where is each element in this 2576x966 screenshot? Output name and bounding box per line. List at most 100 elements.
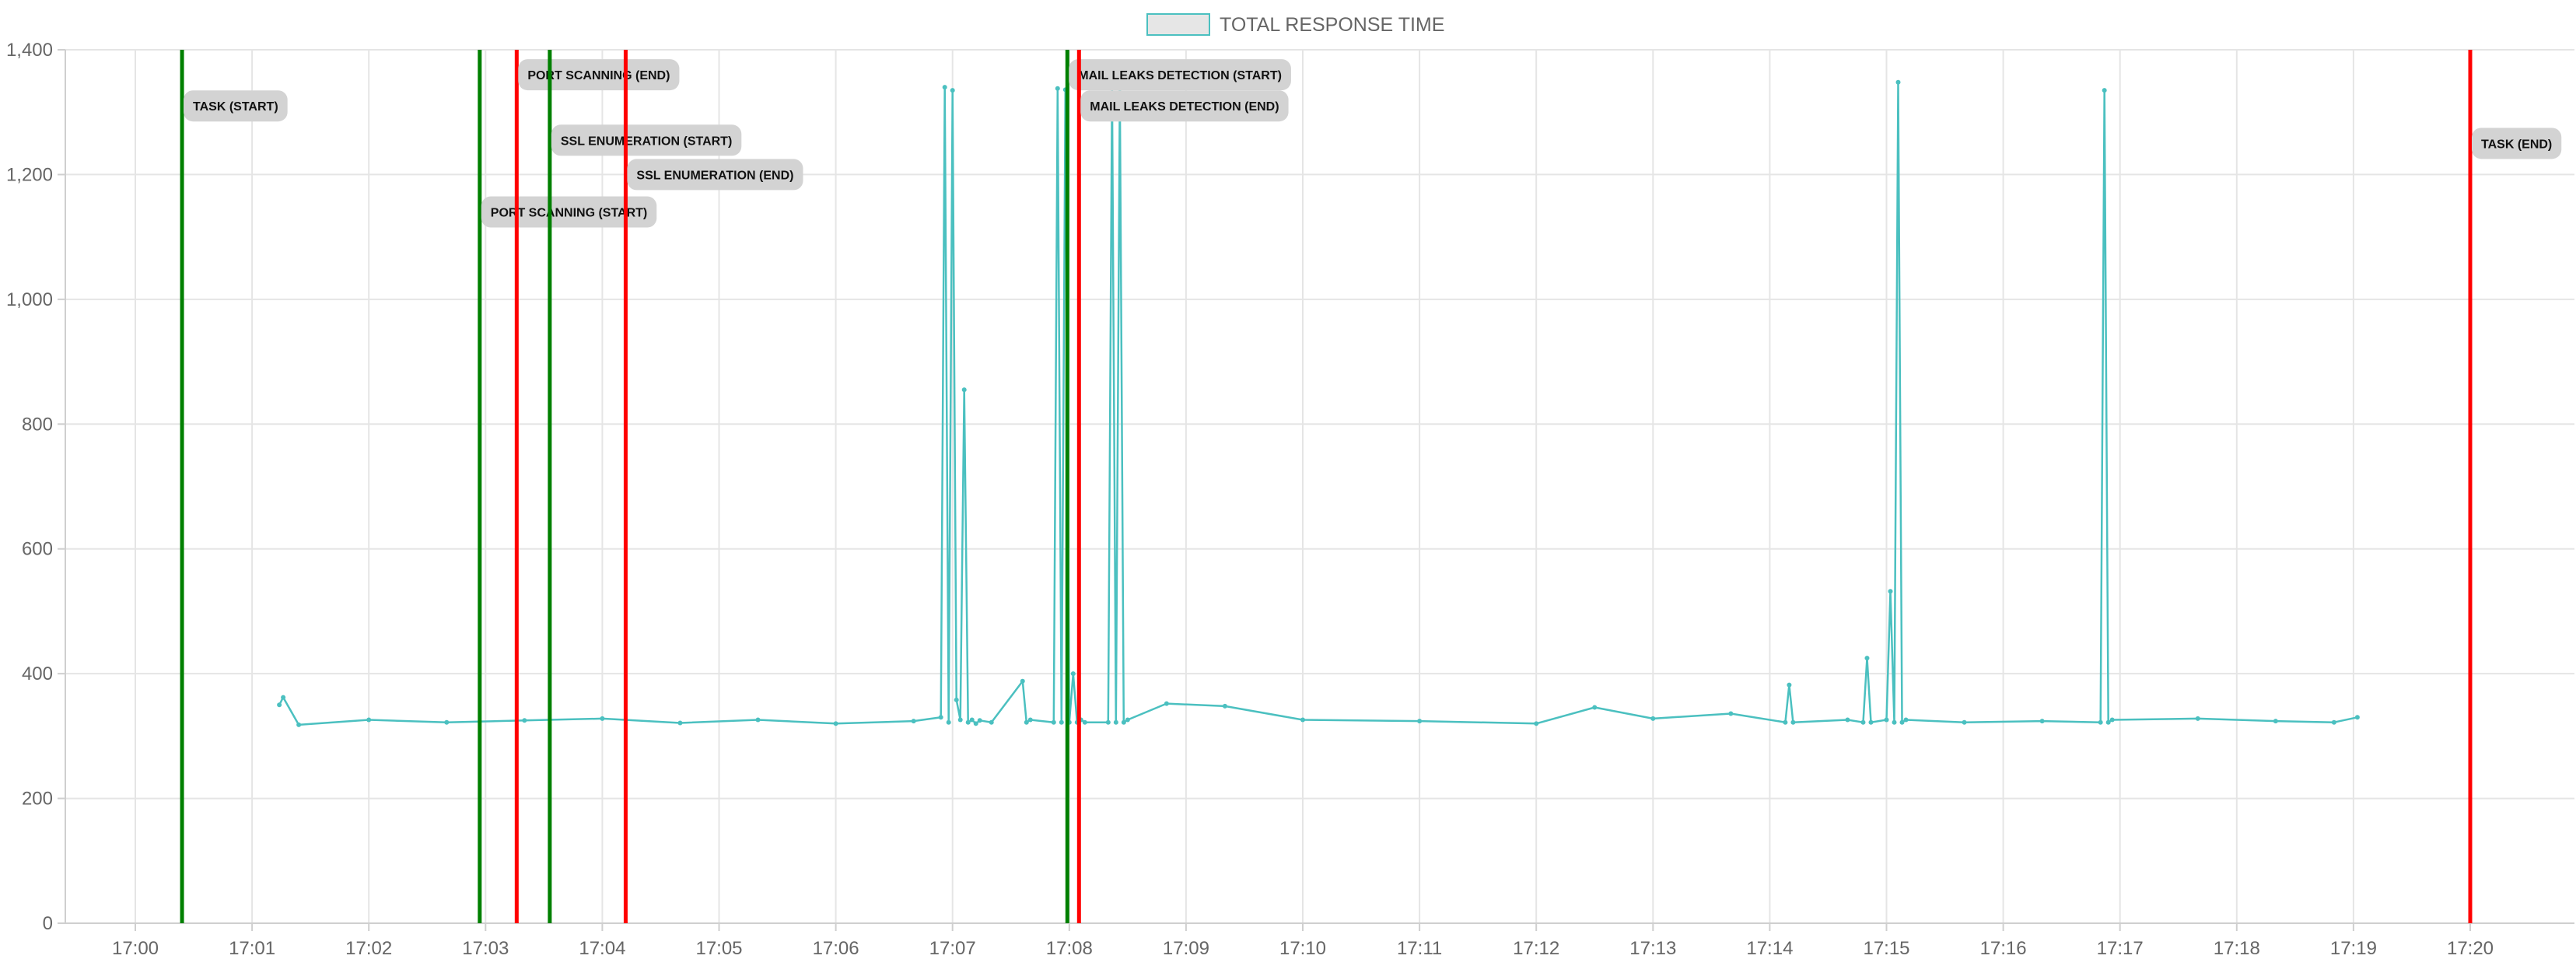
y-tick-label: 800 [22, 414, 53, 435]
data-point [1845, 717, 1850, 723]
data-point [1070, 671, 1076, 677]
data-point [1121, 719, 1126, 725]
data-point [973, 721, 978, 726]
data-point [833, 721, 838, 726]
data-point [1417, 719, 1423, 724]
data-point [2102, 88, 2107, 93]
annotation-label: MAIL LEAKS DETECTION (START) [1069, 59, 1291, 91]
x-tick-label: 17:12 [1513, 938, 1559, 959]
data-point [946, 719, 951, 725]
y-tick-label: 400 [22, 663, 53, 684]
data-point [1592, 705, 1598, 710]
annotation-label-box [1069, 59, 1291, 91]
x-tick-label: 17:00 [112, 938, 159, 959]
data-point [1860, 719, 1866, 725]
data-point [1888, 589, 1893, 594]
data-point [1868, 719, 1874, 725]
x-tick-label: 17:19 [2330, 938, 2377, 959]
annotation-label-text: SSL ENUMERATION (END) [636, 169, 793, 182]
x-tick-label: 17:04 [579, 938, 625, 959]
data-point [277, 702, 282, 708]
annotation-label: MAIL LEAKS DETECTION (END) [1080, 90, 1289, 122]
x-tick-label: 17:02 [345, 938, 392, 959]
data-point [1222, 703, 1227, 709]
annotation-label-text: SSL ENUMERATION (START) [561, 135, 732, 148]
data-point [2331, 719, 2336, 725]
y-tick-label: 0 [43, 913, 53, 934]
annotation-label-text: MAIL LEAKS DETECTION (START) [1078, 69, 1282, 82]
annotation-label-box [481, 196, 657, 228]
data-point [1790, 719, 1796, 725]
data-point [1864, 656, 1870, 661]
data-point [989, 719, 994, 725]
y-tick-label: 600 [22, 539, 53, 560]
data-point [1899, 719, 1905, 725]
annotation-lines: TASK (START) PORT SCANNING (START) PORT SC… [180, 50, 2562, 923]
data-point [1962, 719, 1967, 725]
x-tick-label: 17:03 [462, 938, 509, 959]
series-line [278, 81, 2358, 726]
data-point [1787, 682, 1792, 688]
data-point [1082, 719, 1087, 725]
data-point [522, 718, 527, 723]
data-point [969, 717, 975, 723]
data-point [1884, 717, 1889, 723]
data-point [366, 717, 372, 723]
x-tick-label: 17:18 [2214, 938, 2260, 959]
data-point [1059, 719, 1064, 725]
x-tick-label: 17:11 [1397, 938, 1442, 959]
data-point [1650, 716, 1656, 721]
data-point [942, 85, 947, 90]
x-tick-label: 17:08 [1046, 938, 1093, 959]
data-point [938, 715, 943, 720]
data-point [911, 719, 916, 724]
legend-swatch[interactable] [1146, 13, 1210, 36]
x-tick-label: 17:07 [929, 938, 976, 959]
data-point [444, 719, 450, 725]
annotation-label-box [518, 59, 680, 91]
legend[interactable]: TOTAL RESPONSE TIME [1146, 13, 1444, 36]
data-point [600, 716, 605, 721]
annotation-label-text: MAIL LEAKS DETECTION (END) [1090, 100, 1279, 114]
annotation-label-box [184, 90, 288, 122]
annotation-label-text: PORT SCANNING (START) [491, 207, 647, 220]
data-point [1300, 717, 1305, 723]
data-point [2354, 715, 2360, 720]
data-point [2098, 719, 2103, 725]
x-tick-label: 17:01 [229, 938, 275, 959]
y-tick-label: 200 [22, 789, 53, 810]
annotation-label: PORT SCANNING (END) [518, 59, 680, 91]
annotation-label-box [1080, 90, 1289, 122]
data-point [954, 697, 959, 702]
data-point [1020, 678, 1025, 684]
y-tick-label: 1,000 [6, 289, 53, 310]
annotation-label: TASK (END) [2472, 128, 2562, 159]
annotation-label-box [551, 124, 742, 156]
data-point [2109, 717, 2115, 723]
data-point [2105, 719, 2111, 725]
legend-label[interactable]: TOTAL RESPONSE TIME [1220, 14, 1444, 36]
x-tick-label: 17:09 [1163, 938, 1209, 959]
data-point [1024, 719, 1029, 725]
data-point [1105, 719, 1111, 725]
data-point [1783, 719, 1788, 725]
x-tick-label: 17:17 [2097, 938, 2144, 959]
x-tick-label: 17:20 [2447, 938, 2494, 959]
data-point [677, 720, 683, 726]
data-point [1113, 719, 1118, 725]
y-tick-label: 1,400 [6, 40, 53, 61]
data-point [957, 717, 963, 723]
data-point [1051, 719, 1056, 725]
data-point [296, 722, 302, 727]
data-point [1728, 711, 1734, 716]
annotation-label: SSL ENUMERATION (END) [627, 159, 803, 191]
y-tick-label: 1,200 [6, 164, 53, 185]
annotation-label-text: PORT SCANNING (END) [527, 69, 670, 82]
data-point [1164, 701, 1169, 706]
data-point [2039, 719, 2045, 724]
data-point [1534, 721, 1539, 726]
data-point [281, 695, 286, 700]
x-tick-label: 17:10 [1279, 938, 1326, 959]
data-point [1027, 717, 1033, 723]
x-tick-label: 17:15 [1863, 938, 1909, 959]
